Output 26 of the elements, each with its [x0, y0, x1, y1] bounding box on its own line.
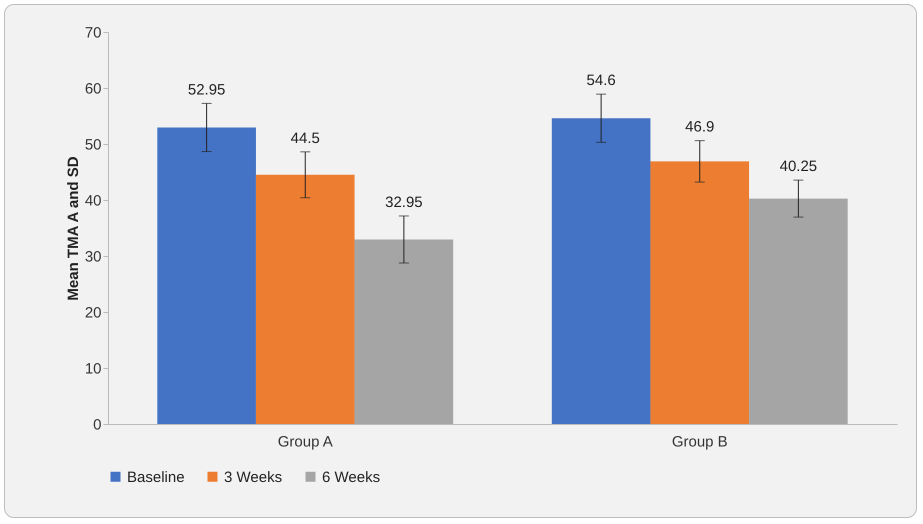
y-axis-title: Mean TMA A and SD: [64, 156, 82, 301]
bar: [256, 174, 355, 424]
data-label: 44.5: [290, 130, 320, 147]
y-tick-label: 50: [84, 136, 102, 154]
y-tick-label: 60: [84, 80, 102, 98]
bar: [354, 239, 454, 424]
y-tick-label: 10: [84, 360, 102, 378]
bar: [157, 127, 256, 424]
y-tick-label: 40: [84, 192, 102, 210]
y-tick-label: 20: [84, 304, 102, 322]
legend-label: Baseline: [127, 468, 185, 486]
bar: [552, 118, 650, 424]
data-label: 46.9: [685, 118, 714, 136]
x-tick-label: Group A: [278, 434, 333, 450]
data-label: 54.6: [586, 72, 616, 90]
y-tick-label: 0: [93, 416, 102, 434]
x-tick-label: Group B: [672, 434, 728, 450]
legend-label: 3 Weeks: [224, 468, 282, 486]
y-tick-label: 70: [84, 24, 102, 42]
legend-label: 6 Weeks: [322, 468, 380, 486]
bar: [650, 161, 750, 424]
bar: [749, 198, 848, 424]
y-tick-label: 30: [84, 248, 102, 266]
data-label: 52.95: [188, 81, 226, 98]
data-label: 40.25: [780, 158, 818, 176]
data-label: 32.95: [385, 194, 423, 211]
